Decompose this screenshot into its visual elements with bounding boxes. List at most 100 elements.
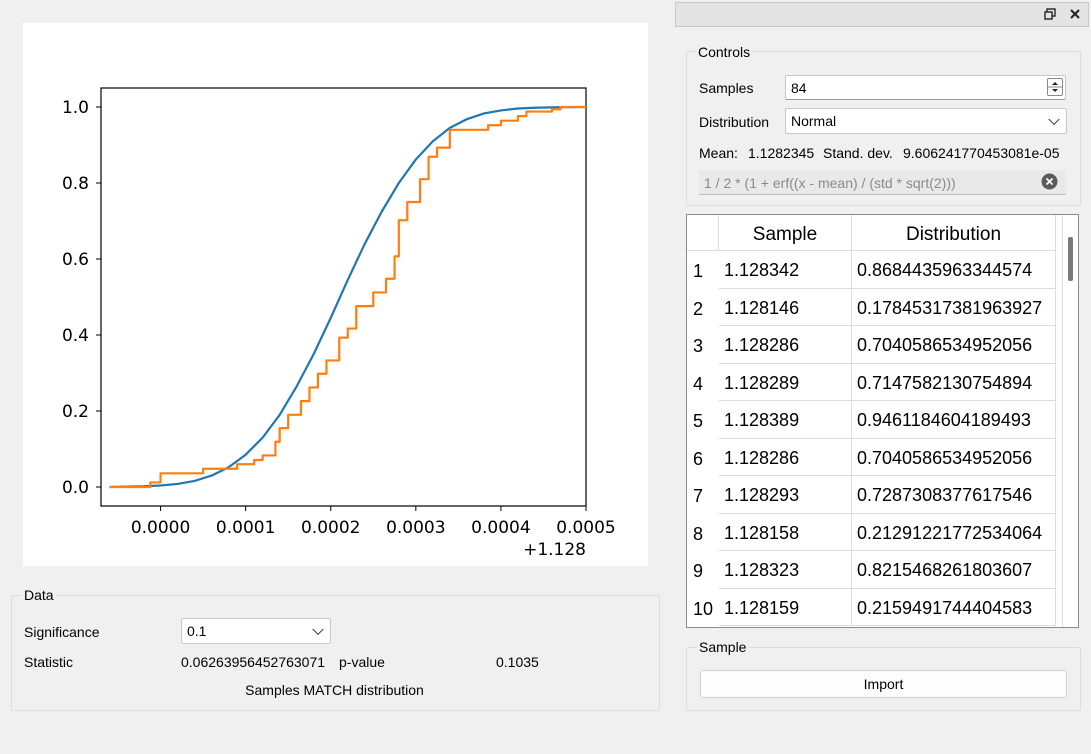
cell-distribution[interactable]: 0.21291221772534064 [852,513,1056,551]
samples-label: Samples [699,80,754,96]
row-number[interactable]: 9 [687,551,719,589]
cell-distribution[interactable]: 0.7147582130754894 [852,363,1056,401]
mean-label: Mean: [699,145,738,161]
close-icon[interactable] [1069,7,1081,19]
table-row[interactable]: 5 1.128389 0.9461184604189493 [687,401,1056,439]
row-number[interactable]: 5 [687,401,719,439]
y-tick-label: 0.6 [62,250,89,270]
cell-distribution[interactable]: 0.7287308377617546 [852,476,1056,514]
cell-sample[interactable]: 1.128286 [719,438,852,476]
table-row[interactable]: 1 1.128342 0.8684435963344574 [687,251,1056,289]
controls-group-title: Controls [696,44,753,60]
cdf-chart: 0.0000 0.0001 0.0002 0.0003 0.0004 0.0005 0.0 0… [62,87,616,560]
statistic-label: Statistic [24,654,74,670]
dock-titlebar[interactable] [675,2,1089,27]
statistic-value: 0.06263956452763071 [181,654,326,670]
table-row[interactable]: 3 1.128286 0.7040586534952056 [687,326,1056,364]
y-tick-label: 0.4 [62,326,89,346]
y-tick-label: 0.8 [62,174,89,194]
data-group-title: Data [22,587,56,603]
row-number[interactable]: 2 [687,288,719,326]
cell-sample[interactable]: 1.128389 [719,401,852,439]
cell-sample[interactable]: 1.128286 [719,326,852,364]
chevron-down-icon [1048,113,1060,126]
formula-placeholder: 1 / 2 * (1 + erf((x - mean) / (std * sqr… [704,175,956,191]
x-tick-label: 0.0005 [556,518,615,538]
y-tick-label: 0.2 [62,402,89,422]
x-tick-label: 0.0003 [386,518,445,538]
samples-value: 84 [791,80,807,96]
x-offset-label: +1.128 [523,540,586,560]
import-button[interactable]: Import [700,670,1067,698]
significance-label: Significance [24,624,100,640]
samples-table[interactable]: Sample Distribution 1 1.128342 0.868443596… [686,214,1079,628]
mean-value: 1.1282345 [748,145,815,161]
x-tick-label: 0.0000 [131,518,190,538]
match-result-text: Samples MATCH distribution [245,682,424,698]
scrollbar-thumb[interactable] [1068,237,1073,281]
cell-sample[interactable]: 1.128323 [719,551,852,589]
x-tick-label: 0.0002 [301,518,360,538]
significance-value: 0.1 [187,623,207,639]
cell-distribution[interactable]: 0.2159491744404583 [852,588,1056,626]
sample-group [686,647,1081,711]
cell-sample[interactable]: 1.128158 [719,513,852,551]
distribution-select[interactable]: Normal [785,108,1067,134]
distribution-value: Normal [791,113,837,129]
row-number[interactable]: 4 [687,363,719,401]
cell-sample[interactable]: 1.128293 [719,476,852,514]
std-value: 9.606241770453081e-05 [903,145,1060,161]
plot-canvas: 0.0000 0.0001 0.0002 0.0003 0.0004 0.0005 0.0 0… [23,23,648,566]
table-row[interactable]: 9 1.128323 0.8215468261803607 [687,551,1056,589]
cell-distribution[interactable]: 0.9461184604189493 [852,401,1056,439]
row-number[interactable]: 6 [687,438,719,476]
x-tick-label: 0.0001 [216,518,275,538]
cell-distribution[interactable]: 0.8684435963344574 [852,251,1056,289]
float-icon[interactable] [1044,7,1056,20]
cell-distribution[interactable]: 0.7040586534952056 [852,326,1056,364]
cell-distribution[interactable]: 0.17845317381963927 [852,288,1056,326]
spin-arrows[interactable] [1047,78,1063,96]
empirical-cdf-line [109,105,586,489]
table-row[interactable]: 6 1.128286 0.7040586534952056 [687,438,1056,476]
chevron-up-icon [1052,82,1058,85]
cell-sample[interactable]: 1.128289 [719,363,852,401]
table-row[interactable]: 8 1.128158 0.21291221772534064 [687,513,1056,551]
row-number[interactable]: 10 [687,588,719,626]
y-tick-label: 0.0 [62,478,89,498]
row-number[interactable]: 3 [687,326,719,364]
clear-icon[interactable] [1041,173,1058,190]
data-group [11,595,660,711]
cell-sample[interactable]: 1.128342 [719,251,852,289]
theoretical-cdf-line [109,105,587,489]
row-number[interactable]: 8 [687,513,719,551]
pvalue-label: p-value [339,654,385,670]
formula-field[interactable]: 1 / 2 * (1 + erf((x - mean) / (std * sqr… [699,170,1066,195]
column-header-distribution[interactable]: Distribution [852,215,1056,251]
row-number[interactable]: 7 [687,476,719,514]
samples-spinbox[interactable]: 84 [785,75,1066,100]
chevron-down-icon [312,623,324,636]
table-corner[interactable] [687,215,719,251]
chevron-down-icon [1052,89,1058,92]
cell-distribution[interactable]: 0.8215468261803607 [852,551,1056,589]
cell-distribution[interactable]: 0.7040586534952056 [852,438,1056,476]
table-row[interactable]: 10 1.128159 0.2159491744404583 [687,588,1056,626]
y-tick-label: 1.0 [62,98,89,118]
row-number[interactable]: 1 [687,251,719,289]
std-label: Stand. dev. [823,145,893,161]
column-header-sample[interactable]: Sample [719,215,852,251]
distribution-label: Distribution [699,114,770,130]
significance-select[interactable]: 0.1 [181,618,331,644]
controls-group [686,51,1081,206]
x-tick-label: 0.0004 [471,518,530,538]
axes-frame [100,87,587,507]
vertical-scrollbar[interactable] [1062,215,1078,627]
sample-group-title: Sample [697,639,749,655]
table-row[interactable]: 2 1.128146 0.17845317381963927 [687,288,1056,326]
table-row[interactable]: 7 1.128293 0.7287308377617546 [687,476,1056,514]
table-row[interactable]: 4 1.128289 0.7147582130754894 [687,363,1056,401]
cell-sample[interactable]: 1.128159 [719,588,852,626]
pvalue-value: 0.1035 [496,654,539,670]
cell-sample[interactable]: 1.128146 [719,288,852,326]
